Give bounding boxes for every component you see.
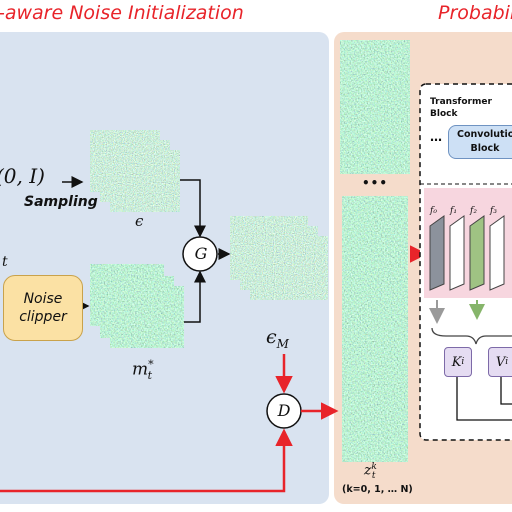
- network-ellipsis: …: [430, 130, 442, 144]
- feature-f3-label: f₃: [490, 206, 497, 216]
- z-t-k-label: zkt: [364, 462, 377, 482]
- noise-clipper-box: Noise clipper: [3, 275, 83, 341]
- left-panel-title: -aware Noise Initialization: [0, 2, 244, 24]
- m-t-star-noise-stack: [89, 263, 185, 349]
- convolution-block: Convolution Block: [448, 125, 512, 159]
- sampling-label: Sampling: [24, 194, 98, 210]
- feature-f2-label: f₂: [470, 206, 477, 216]
- v-output-line: [500, 376, 512, 405]
- top-video-frames: [340, 40, 410, 174]
- d-operator-label: D: [277, 401, 291, 420]
- k-range-label: (k=0, 1, … N): [342, 484, 413, 495]
- feature-f0-label: f₀: [430, 206, 437, 216]
- right-panel-title: Probabil: [438, 2, 512, 24]
- feature-f1-label: f₁: [450, 206, 457, 216]
- k-output-line: [456, 376, 512, 421]
- frames-ellipsis: •••: [362, 176, 389, 190]
- epsilon-noise-stack: [89, 129, 181, 213]
- noise-clipper-label: Noise clipper: [19, 291, 67, 325]
- epsilon-label: ϵ: [135, 212, 144, 230]
- epsilon-m-label: ϵM: [266, 326, 289, 351]
- transformer-block-label: Transformer Block: [430, 97, 492, 119]
- m-to-g-arrow: [184, 270, 206, 323]
- subscript-t-label: t: [2, 254, 8, 270]
- z-t-k-video-frames: [342, 196, 408, 462]
- grouping-brace: [431, 327, 512, 345]
- g-operator-circle: [182, 236, 218, 272]
- m-t-star-label: m*t: [132, 358, 154, 383]
- feedback-arrow: [0, 428, 293, 493]
- epsilon-m-noise-stack: [229, 215, 329, 301]
- convolution-block-label: Convolution Block: [457, 129, 512, 154]
- epsilon-to-g-arrow: [180, 179, 206, 238]
- feature-maps: [429, 215, 505, 291]
- g-operator-label: G: [194, 244, 208, 263]
- normal-distribution-label: (0, I): [0, 164, 45, 188]
